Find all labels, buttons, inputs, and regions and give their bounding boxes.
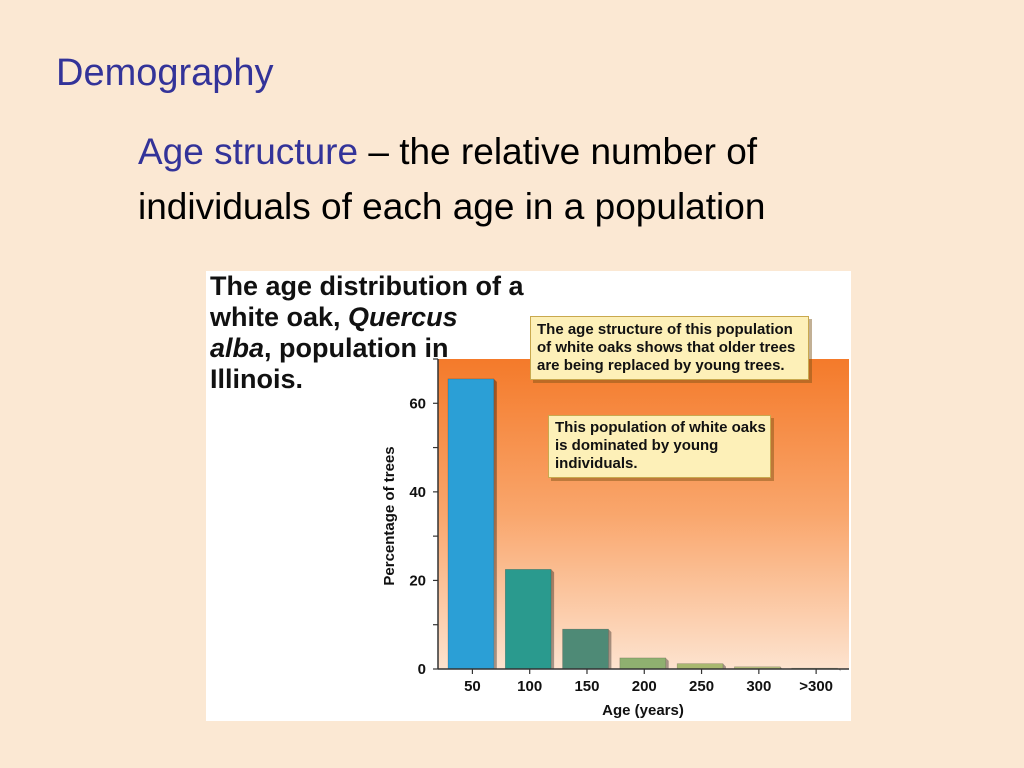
bar	[676, 663, 724, 670]
y-tick-label: 60	[409, 395, 426, 412]
x-tick-label: 50	[464, 678, 481, 695]
y-axis-label: Percentage of trees	[381, 446, 398, 585]
x-axis-label: Age (years)	[602, 702, 684, 719]
x-axis: 50 100 150 200 250 300 >300	[438, 668, 849, 695]
bar-shadow	[551, 569, 555, 669]
bars	[447, 378, 841, 672]
x-tick-label: 100	[517, 678, 542, 695]
bar-shadow	[722, 663, 726, 669]
figure-title-line-1: The age distribution of a	[210, 271, 524, 301]
definition-text: Age structure – the relative number of i…	[138, 124, 938, 234]
definition-term: Age structure	[138, 131, 359, 172]
x-tick-label: >300	[799, 678, 833, 695]
x-tick-label: 150	[574, 678, 599, 695]
definition-body: – the relative number of individuals of …	[138, 131, 766, 227]
x-tick-label: 300	[746, 678, 771, 695]
y-tick-label: 20	[409, 572, 426, 589]
figure-title-text: , population in	[264, 333, 449, 363]
figure-title-line-4: Illinois.	[210, 364, 304, 394]
figure-title-line-2: white oak, Quercus	[210, 302, 620, 333]
y-axis: 0 20 40 60	[409, 358, 439, 678]
species-name: alba	[210, 333, 265, 363]
bar-shadow	[493, 378, 497, 669]
x-tick-label: 200	[632, 678, 657, 695]
plot-background	[438, 359, 849, 669]
y-tick-label: 0	[418, 661, 426, 678]
callout-age-structure: The age structure of this population of …	[530, 316, 809, 380]
x-tick-label: 250	[689, 678, 714, 695]
bar-shadow	[608, 629, 612, 669]
figure-title: The age distribution of a white oak, Que…	[210, 271, 620, 395]
bar	[619, 657, 666, 670]
figure-title-text: white oak,	[210, 302, 349, 332]
species-genus: Quercus	[348, 302, 458, 332]
bar	[504, 569, 552, 670]
callout-young-dominated: This population of white oaks is dominat…	[548, 415, 771, 478]
bar	[562, 628, 609, 670]
y-tick-label: 40	[409, 484, 426, 501]
bar-chart: 0 20 40 60 50 100 150 200 250 300 >300 Age (years…	[381, 358, 849, 719]
bar-shadow	[665, 657, 669, 669]
age-distribution-figure: 0 20 40 60 50 100 150 200 250 300 >300 Age (years…	[206, 271, 851, 721]
slide-title: Demography	[56, 52, 274, 94]
figure-title-line-3: alba, population in	[210, 333, 620, 364]
bar	[447, 378, 495, 670]
